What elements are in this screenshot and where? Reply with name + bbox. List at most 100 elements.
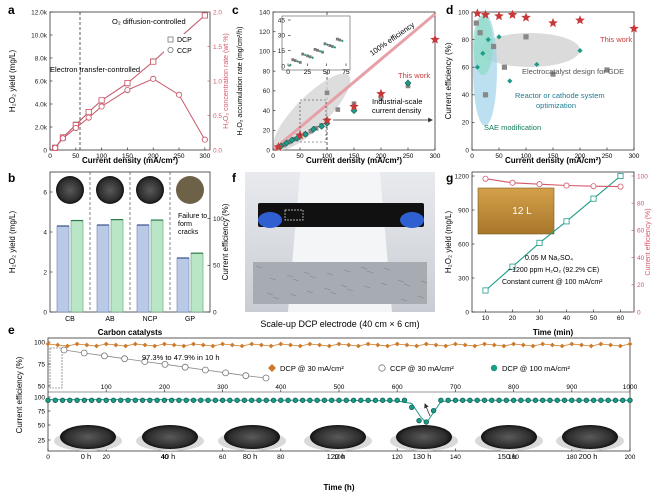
- panel-e-dcp100-point-42: [350, 397, 357, 403]
- panel-d-x-label-5: 250: [602, 153, 613, 160]
- panel-g-y-label-3: 900: [458, 207, 469, 214]
- panel-c-inset-x-label-1: 25: [304, 69, 312, 76]
- legend-ccp-marker: [167, 47, 174, 54]
- panel-f-caption: Scale-up DCP electrode (40 cm × 6 cm): [260, 319, 419, 329]
- panel-c-lit-gde-point-1: [283, 139, 290, 147]
- panel-e-dcp100-point-65: [518, 397, 524, 403]
- panel-label-g: g: [446, 171, 453, 185]
- panel-c-annotation-industrial-2: current density: [372, 106, 421, 115]
- panel-c-inset-point-5: [301, 52, 305, 56]
- panel-g-x-label-0: 10: [482, 315, 490, 322]
- panel-b-category-0: CB: [65, 316, 75, 323]
- panel-e-dcp30-point-48: [511, 341, 516, 347]
- panel-c-inset-point-6: [303, 53, 307, 57]
- panel-g-series-1-point-5: [617, 183, 624, 190]
- panel-e-dcp100-point-5: [81, 397, 88, 403]
- panel-e-dcp100-point-24: [219, 397, 226, 403]
- panel-e-dcp30-point-5: [94, 343, 99, 349]
- panel-c-lit-sae-point-10: [324, 90, 330, 96]
- panel-d-lit-point-13: [577, 48, 583, 54]
- sem-crack-5: [272, 296, 280, 300]
- panel-c-lit-sae-point-13: [378, 96, 384, 102]
- panel-c-x-label-3: 150: [349, 153, 360, 160]
- panel-d-thiswork-point-5: [548, 18, 558, 28]
- panel-e-dcp100-point-14: [147, 397, 153, 403]
- panel-g-chart: 12 L 10 20 30 40 50 6003006009001200020406080…: [444, 171, 652, 337]
- panel-e-photo-label-1: 40 h: [161, 452, 176, 461]
- panel-a-annotation-o2: O₂ diffusion-controlled: [112, 17, 186, 26]
- panel-e-dcp100-point-79: [620, 397, 626, 403]
- panel-e-dcp100-point-17: [168, 397, 175, 403]
- panel-c-thiswork-point-5: [430, 34, 440, 44]
- panel-e-dcp30-point-24: [278, 341, 284, 347]
- panel-e-dcp100-point-12: [132, 397, 138, 403]
- panel-c-inset-point-7: [306, 54, 310, 58]
- panel-e-dcp100-point-19: [183, 397, 189, 403]
- panel-d-y-label-5: 100: [458, 9, 469, 16]
- panel-a-chart: 0 50 100 150 200 250 300 0 2.0k 4.0k 6.0k 8.0k 10.0k…: [8, 9, 230, 165]
- panel-e-dcp30-point-35: [385, 343, 390, 349]
- panel-c-highlight: [273, 73, 351, 151]
- panel-d-lit-point-4: [482, 92, 489, 98]
- panel-c-inset-point-19: [335, 37, 339, 41]
- panel-e-dcp30-point-20: [239, 343, 245, 349]
- panel-label-a: a: [8, 3, 15, 17]
- panel-e-x-label-0: 0: [46, 454, 50, 461]
- panel-c-inset-point-11: [316, 48, 319, 52]
- panel-d-lit-point-11: [534, 61, 540, 68]
- panel-c-y-label-5: 100: [259, 49, 270, 56]
- panel-e-annotation-decay: 97.3% to 47.9% in 10 h: [142, 353, 220, 362]
- panel-d-y-label-4: 80: [462, 37, 470, 44]
- sem-crack-18: [417, 295, 425, 299]
- panel-label-b: b: [8, 171, 15, 185]
- sem-crack-25: [340, 284, 348, 288]
- panel-e-x-label-8: 160: [508, 454, 519, 461]
- panel-b-ylabel: H₂O₂ yield (mg/L): [8, 211, 17, 274]
- panel-d-lit-point-1: [474, 64, 480, 70]
- panel-e-dcp30-point-1: [55, 342, 61, 348]
- panel-b-bar-yield-0: [56, 225, 70, 313]
- panel-e-ccp30-point-3: [121, 355, 128, 363]
- panel-g-series-1-point-4: [590, 183, 597, 190]
- panel-e-dcp100-point-66: [525, 397, 531, 403]
- panel-e-dcp30-point-7: [113, 342, 119, 348]
- panel-e-dcp30-point-47: [501, 343, 507, 349]
- panel-e-dcp30-point-9: [132, 341, 138, 347]
- panel-e-dcp100-point-54: [438, 397, 444, 403]
- panel-e-xtop-label-9: 1000: [623, 384, 638, 391]
- sem-crack-7: [346, 288, 354, 292]
- panel-d-thiswork-point-7: [629, 23, 639, 33]
- panel-c-inset-point-12: [318, 49, 322, 53]
- panel-b-bar-yield-1: [96, 224, 110, 313]
- panel-a-series-3-point-2: [72, 124, 79, 131]
- panel-e-x-label-9: 180: [566, 454, 577, 461]
- panel-e-photo-electrode-2: [224, 425, 280, 449]
- panel-e-dcp100-point-9: [110, 397, 117, 403]
- panel-d-annotation-thiswork: This work: [600, 35, 632, 44]
- panel-e-y-label-2: 100: [34, 339, 45, 346]
- legend-dcp100-label: DCP @ 100 mA/cm²: [502, 364, 570, 373]
- panel-e-xtop-label-0: 100: [101, 384, 112, 391]
- panel-c-inset-point-8: [308, 55, 312, 59]
- panel-a-series-2-point-4: [98, 97, 105, 104]
- panel-a-yr-label-3: 1.5: [213, 44, 222, 51]
- sem-crack-24: [303, 271, 311, 275]
- panel-b-y-label-3: 6: [43, 189, 47, 196]
- panel-e-dcp100-point-36: [307, 397, 313, 403]
- panel-a-y-label-4: 8.0k: [35, 55, 48, 62]
- panel-e-dcp100-point-3: [67, 397, 73, 403]
- panel-g-yr-label-3: 60: [637, 228, 645, 235]
- panel-c-x-label-2: 100: [322, 153, 333, 160]
- panel-g-series-1-point-0: [482, 175, 489, 182]
- panel-e-y-label-1: 75: [38, 361, 46, 368]
- panel-a-series-3-point-7: [176, 91, 183, 98]
- panel-d-x-label-2: 100: [521, 153, 532, 160]
- panel-f-photo: Scale-up DCP electrode (40 cm × 6 cm): [245, 172, 435, 329]
- electrode-sheet: [258, 203, 424, 227]
- panel-e-photo-label-5: 150 h: [498, 452, 517, 461]
- panel-g-yr-label-4: 80: [637, 201, 645, 208]
- panel-d-thiswork-point-6: [575, 15, 585, 25]
- panel-a-ylabel-right: H₂O₂ concentration rate (wt %): [223, 33, 230, 129]
- panel-c-lit-sae-point-3: [292, 136, 297, 142]
- panel-e-photo-label-2: 80 h: [243, 452, 258, 461]
